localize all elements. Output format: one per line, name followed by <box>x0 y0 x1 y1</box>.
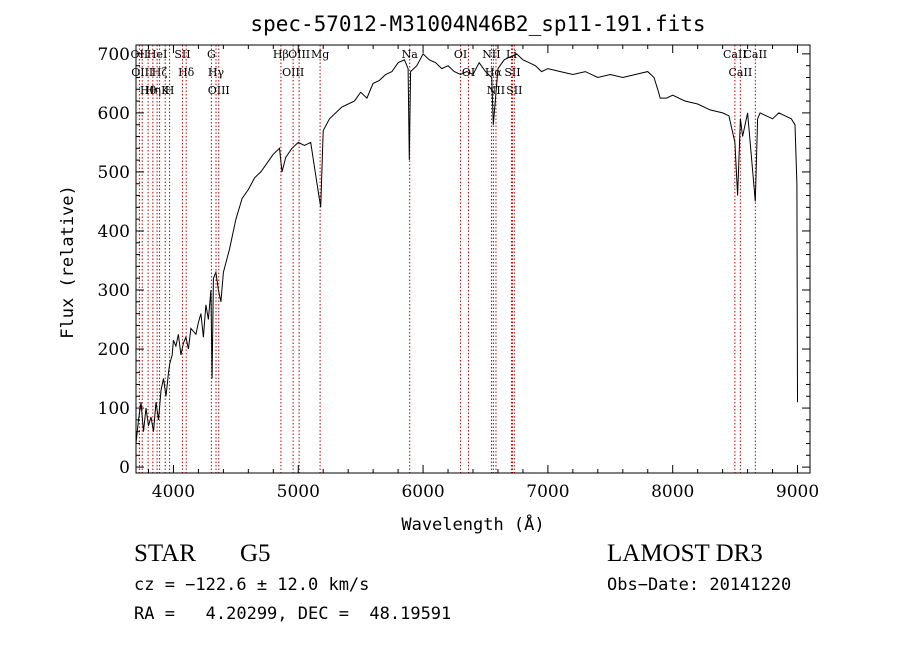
spectral-line-label: Hβ <box>273 48 289 61</box>
spectral-line-label: CaII <box>723 48 747 61</box>
y-tick-label: 200 <box>98 340 130 360</box>
y-tick-label: 600 <box>98 104 130 124</box>
x-tick-label: 6000 <box>401 482 444 502</box>
object-subclass: G5 <box>240 540 271 567</box>
spectral-line-label: CaII <box>729 66 753 79</box>
y-axis-label: Flux (relative) <box>58 185 78 339</box>
chart-title: spec-57012-M31004N46B2_sp11-191.fits <box>250 12 705 36</box>
spectral-line-label: Hγ <box>208 66 225 79</box>
spectral-line-label: G <box>207 48 216 61</box>
redshift-velocity: cz = −122.6 ± 12.0 km/s <box>134 575 370 595</box>
spectral-line-label: CaII <box>743 48 767 61</box>
spectral-line-label: OIII <box>288 48 310 61</box>
y-tick-label: 400 <box>98 222 130 242</box>
spectral-line-label: SII <box>174 48 190 61</box>
spectral-line-label: OII <box>131 48 149 61</box>
spectral-line-label: Hζ <box>152 66 168 79</box>
y-tick-label: 300 <box>98 281 130 301</box>
spectral-line-label: HeI <box>147 48 167 61</box>
spectral-line-label: Hη <box>145 84 161 97</box>
y-tick-label: 500 <box>98 163 130 183</box>
spectral-line-label: SII <box>506 84 522 97</box>
y-tick-label: 700 <box>98 45 130 65</box>
spectral-line-label: OIII <box>131 66 153 79</box>
survey-name: LAMOST DR3 <box>607 540 763 567</box>
spectral-line-label: Mg <box>311 48 329 61</box>
spectral-line-label: Hα <box>485 66 503 79</box>
x-tick-label: 4000 <box>152 482 195 502</box>
spectral-line-label: OIII <box>208 84 230 97</box>
observation-date: Obs−Date: 20141220 <box>607 575 792 595</box>
object-class: STAR <box>134 540 196 567</box>
spectral-line-label: Hθ <box>140 84 157 97</box>
y-tick-label: 0 <box>119 458 130 478</box>
y-tick-label: 100 <box>98 399 130 419</box>
spectral-line-label: Hδ <box>178 66 195 79</box>
spectral-line-label: NII <box>482 48 500 61</box>
spectral-line-label: SII <box>504 66 520 79</box>
x-axis-label: Wavelength (Å) <box>401 513 544 535</box>
spectral-line-label: Na <box>402 48 419 61</box>
spectral-line-label: OIII <box>282 66 304 79</box>
spectral-line-label: K <box>161 84 170 97</box>
x-tick-label: 7000 <box>526 482 569 502</box>
spectrum-line <box>135 53 798 444</box>
x-tick-label: 5000 <box>277 482 320 502</box>
spectral-line-label: Li <box>506 48 517 61</box>
spectral-line-label: OI <box>454 48 467 61</box>
x-tick-label: 8000 <box>651 482 694 502</box>
spectral-line-label: H <box>165 84 175 97</box>
coordinates: RA = 4.20299, DEC = 48.19591 <box>134 604 452 624</box>
x-tick-label: 9000 <box>776 482 819 502</box>
